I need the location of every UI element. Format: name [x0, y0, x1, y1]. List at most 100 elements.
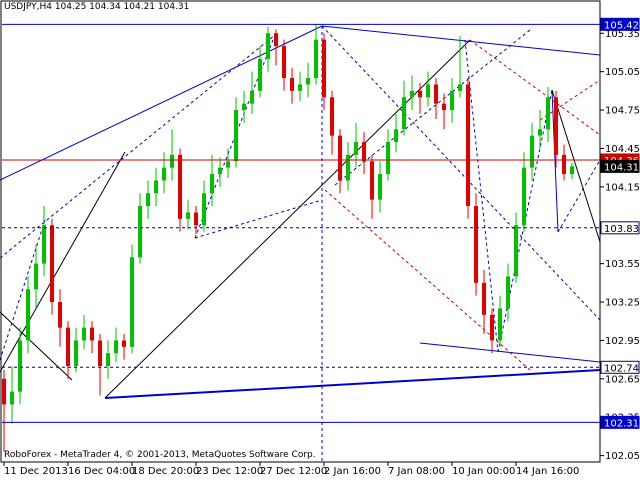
- candle-body: [98, 340, 102, 367]
- candle-body: [402, 97, 406, 130]
- candle-body: [106, 353, 110, 367]
- candle-body: [122, 340, 126, 347]
- candle-body: [474, 206, 478, 283]
- candle-body: [386, 142, 390, 175]
- trend-line: [104, 369, 601, 399]
- candle-body: [210, 174, 214, 194]
- candle-body: [554, 97, 558, 155]
- candle-body: [378, 174, 382, 200]
- trend-line: [0, 151, 126, 373]
- candle-body: [138, 206, 142, 258]
- candle-body: [538, 129, 542, 136]
- candle-body: [250, 90, 254, 104]
- x-tick-label: 7 Jan 08:00: [388, 466, 445, 477]
- candle-body: [202, 193, 206, 226]
- candle-body: [258, 58, 262, 91]
- candle-body: [370, 161, 374, 200]
- candle-body: [362, 142, 366, 162]
- price-level-box: [600, 360, 640, 374]
- price-level-box: [600, 221, 640, 235]
- y-tick-label: 103.55: [605, 259, 640, 270]
- candle-body: [498, 308, 502, 341]
- trend-line: [194, 199, 323, 239]
- y-tick-label: 102.05: [605, 451, 640, 462]
- candle-body: [178, 154, 182, 219]
- x-tick-label: 16 Dec 04:00: [68, 466, 135, 477]
- x-tick-label: 14 Jan 16:00: [516, 466, 579, 477]
- x-tick-label: 10 Jan 00:00: [452, 466, 515, 477]
- candle-body: [18, 340, 22, 392]
- candle-body: [34, 263, 38, 290]
- candle-body: [130, 257, 134, 347]
- trend-line: [469, 39, 601, 136]
- x-tick-label: 23 Dec 12:00: [196, 466, 263, 477]
- candle-body: [226, 161, 230, 168]
- candle-body: [82, 327, 86, 341]
- candle-body: [242, 103, 246, 111]
- candle-body: [322, 39, 326, 98]
- candle-body: [450, 90, 454, 111]
- candle-body: [146, 193, 150, 207]
- candle-body: [314, 39, 318, 79]
- price-level-label: 102.31: [604, 418, 639, 429]
- candle-body: [506, 276, 510, 309]
- price-level-label: 103.83: [604, 224, 639, 235]
- candle-body: [50, 225, 54, 303]
- candle-body: [10, 391, 14, 405]
- candle-body: [434, 84, 438, 104]
- y-tick-label: 105.05: [605, 67, 640, 78]
- x-tick-label: 2 Jan 16:00: [324, 466, 381, 477]
- plot-frame: [0, 0, 601, 463]
- trend-line: [0, 219, 46, 361]
- candle-body: [346, 154, 350, 181]
- candle-body: [234, 110, 238, 162]
- candle-body: [546, 97, 550, 130]
- y-tick-label: 102.95: [605, 336, 640, 347]
- trend-line: [0, 34, 276, 259]
- candle-body: [482, 282, 486, 315]
- trend-line: [557, 159, 601, 233]
- candle-body: [298, 84, 302, 91]
- trend-line: [104, 39, 471, 399]
- footer: RoboForex - MetaTrader 4, © 2001-2013, M…: [4, 450, 316, 460]
- trend-line: [464, 39, 499, 353]
- y-tick-label: 103.25: [605, 298, 640, 309]
- candle-body: [194, 212, 198, 226]
- candle-body: [170, 154, 174, 168]
- price-level-box: [600, 159, 640, 173]
- candle-body: [410, 90, 414, 98]
- candle-body: [570, 166, 574, 175]
- candle-body: [42, 225, 46, 264]
- candle-body: [274, 33, 278, 47]
- x-tick-label: 11 Dec 2013: [4, 466, 68, 477]
- candle-body: [66, 327, 70, 367]
- price-level-box: [600, 415, 640, 429]
- candle-body: [90, 327, 94, 341]
- trend-line: [551, 89, 601, 243]
- price-level-label: 105.42: [604, 20, 639, 31]
- candle-body: [154, 180, 158, 194]
- candle-body: [490, 314, 494, 341]
- candle-body: [522, 167, 526, 226]
- candle-body: [74, 340, 78, 367]
- trend-line: [321, 25, 601, 56]
- candle-body: [442, 103, 446, 111]
- x-tick-label: 18 Dec 20:00: [132, 466, 199, 477]
- candle-body: [426, 84, 430, 98]
- candle-body: [306, 78, 310, 85]
- candle-body: [338, 135, 342, 181]
- y-tick-label: 104.45: [605, 144, 640, 155]
- plot-area: [2, 24, 574, 452]
- candle-body: [282, 46, 286, 79]
- trend-line: [321, 25, 601, 321]
- candle-body: [114, 340, 118, 354]
- candle-body: [162, 167, 166, 181]
- candle-body: [458, 84, 462, 91]
- candle-body: [266, 33, 270, 59]
- y-tick-label: 105.35: [605, 29, 640, 40]
- candle-body: [394, 129, 398, 143]
- candle-body: [530, 135, 534, 168]
- y-tick-label: 104.15: [605, 182, 640, 193]
- price-level-label: 102.74: [604, 363, 639, 374]
